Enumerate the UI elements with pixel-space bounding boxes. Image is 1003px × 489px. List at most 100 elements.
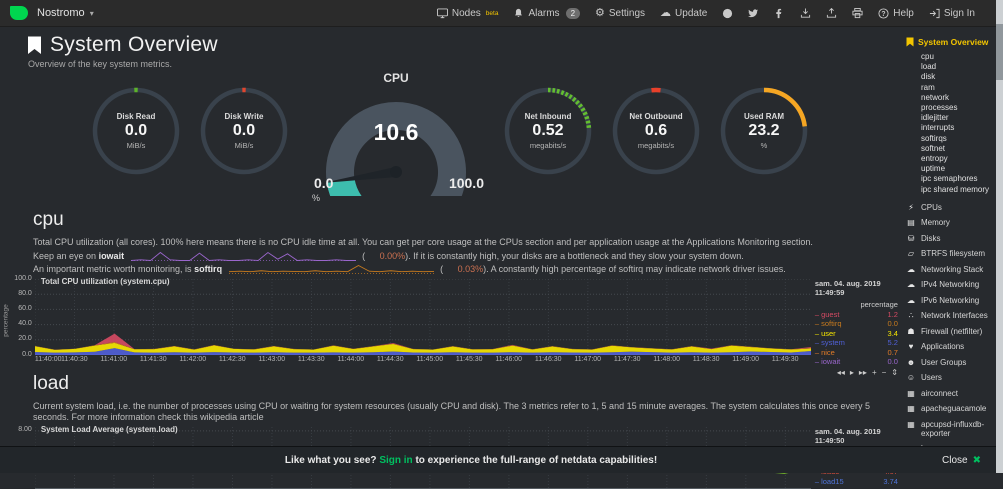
print-button[interactable] — [852, 7, 863, 19]
sidebar-item[interactable]: ☁ IPv4 Networking — [907, 280, 980, 290]
softirq-sparkline[interactable] — [228, 264, 434, 275]
twitter-button[interactable] — [748, 8, 759, 19]
play-icon[interactable]: ▸ — [849, 367, 854, 377]
sidebar-subitem[interactable]: interrupts — [921, 123, 955, 133]
softirq-value: 0.03% — [457, 264, 484, 274]
sidebar-item[interactable]: ☁ Networking Stack — [907, 264, 984, 274]
sidebar-item[interactable]: ☗ Firewall (netfilter) — [907, 326, 983, 336]
help-button[interactable]: ? Help — [878, 8, 914, 19]
y-axis-tick: 60.0 — [18, 304, 32, 312]
x-axis-tick: 11:45:30 — [455, 355, 483, 363]
sidebar-item[interactable]: ☺ Users — [906, 373, 942, 383]
y-axis-tick: 20.0 — [18, 335, 32, 343]
zoom-out-icon[interactable]: − — [881, 367, 887, 377]
sidebar-item[interactable]: ▤ Memory — [907, 218, 950, 228]
sidebar-subitem[interactable]: idlejitter — [921, 113, 949, 123]
monitor-icon — [436, 7, 448, 18]
used-ram-chart[interactable]: Used RAM 23.2 % — [718, 85, 810, 177]
alarms-button[interactable]: Alarms 2 — [513, 7, 581, 19]
heart-icon: ♥ — [908, 342, 914, 352]
nodes-button[interactable]: Nodes beta — [436, 7, 498, 19]
export-button[interactable] — [826, 7, 837, 19]
x-axis-tick: 11:46:00 — [495, 355, 523, 363]
sidebar-item[interactable]: ☻ User Groups — [906, 357, 967, 367]
chart-toolbox: ◂◂ ▸ ▸▸ + − ⇕ — [837, 368, 898, 377]
net-inbound-chart[interactable]: Net Inbound 0.52 megabits/s — [502, 85, 594, 177]
printer-icon — [852, 7, 863, 18]
disk-read-chart[interactable]: Disk Read 0.0 MiB/s — [90, 85, 182, 177]
hostname-dropdown[interactable]: Nostromo ▾ — [37, 7, 94, 19]
user-icon: ☺ — [906, 373, 916, 383]
sidebar-item-system-overview[interactable]: System Overview — [906, 37, 1001, 47]
sidebar-item[interactable]: ∴ Network Interfaces — [906, 311, 1001, 320]
x-axis-tick: 11:41:00 — [100, 355, 128, 363]
footer-message: Like what you see? Sign in to experience… — [284, 454, 658, 466]
sidebar-subitem[interactable]: ipc shared memory — [921, 184, 990, 194]
signin-button[interactable]: Sign In — [929, 8, 975, 19]
sidebar-item[interactable]: ⚡ CPUs — [906, 203, 1001, 212]
sidebar-item[interactable]: ♥ Applications — [906, 342, 1001, 351]
iowait-sparkline[interactable] — [130, 251, 356, 262]
cpu-chart[interactable]: percentage 100.0 80.0 60.0 40.0 20.0 0.0 Tota… — [0, 275, 900, 377]
sidebar-item[interactable]: ▦ apcupsd-influxdb-exporter — [907, 419, 985, 438]
bolt-icon: ⚡ — [908, 202, 914, 212]
sidebar-subitem[interactable]: load — [921, 62, 937, 72]
cpu-description: Total CPU utilization (all cores). 100% … — [33, 237, 813, 247]
legend-item[interactable]: iowait 0.0 — [815, 357, 900, 367]
gear-icon: ⚙ — [595, 6, 605, 19]
x-axis-tick: 11:43:00 — [258, 355, 286, 363]
iowait-line: Keep an eye on iowait (0.00%). If it is … — [33, 250, 744, 262]
github-icon — [723, 8, 733, 18]
disk-write-chart[interactable]: Disk Write 0.0 MiB/s — [198, 85, 290, 177]
sidebar-subitem[interactable]: softirqs — [921, 133, 947, 143]
update-button[interactable]: ☁ Update — [660, 6, 708, 19]
legend-item[interactable]: load15 3.74 — [815, 477, 900, 487]
signin-link[interactable]: Sign in — [379, 454, 413, 466]
sidebar-subitem[interactable]: ipc semaphores — [921, 174, 978, 184]
x-axis-tick: 11:43:30 — [297, 355, 325, 363]
import-button[interactable] — [800, 7, 811, 19]
x-axis-tick: 11:47:30 — [613, 355, 641, 363]
sidebar-item[interactable]: ▦ airconnect — [907, 388, 958, 398]
y-axis-tick: 0.0 — [22, 350, 32, 358]
twitter-icon — [748, 8, 759, 17]
sidebar-item[interactable]: ⛁ Disks — [907, 233, 941, 243]
sidebar-subitem[interactable]: disk — [921, 72, 936, 82]
bookmark-icon — [28, 36, 41, 54]
pan-forward-icon[interactable]: ▸▸ — [858, 367, 867, 377]
page-scrollbar[interactable] — [996, 0, 1003, 473]
sidebar-subitem[interactable]: network — [921, 92, 950, 102]
scrollbar-thumb[interactable] — [996, 24, 1003, 80]
net-outbound-chart[interactable]: Net Outbound 0.6 megabits/s — [610, 85, 702, 177]
sidebar-subitem[interactable]: ram — [921, 82, 935, 92]
sidebar-item[interactable]: ▦ apacheguacamole — [907, 404, 987, 414]
download-icon — [801, 7, 811, 18]
legend-item[interactable]: system 5.2 — [815, 338, 900, 348]
zoom-in-icon[interactable]: + — [871, 367, 877, 377]
legend-item[interactable]: user 3.4 — [815, 329, 900, 339]
facebook-button[interactable] — [774, 8, 785, 19]
cpu-chart-title: Total CPU utilization (system.cpu) — [40, 276, 170, 286]
x-axis-tick: 11:49:00 — [732, 355, 760, 363]
pan-backward-icon[interactable]: ◂◂ — [836, 367, 845, 377]
sidebar-subitem[interactable]: entropy — [921, 154, 948, 164]
cloud-icon: ☁ — [660, 6, 672, 19]
cloud-icon: ☁ — [907, 295, 915, 305]
iowait-value: 0.00% — [379, 250, 406, 261]
legend-item[interactable]: softirq 0.0 — [815, 319, 900, 329]
github-button[interactable] — [722, 8, 733, 19]
close-button[interactable]: Close ✖ — [942, 454, 981, 466]
sidebar-subitem[interactable]: softnet — [921, 143, 946, 153]
sidebar-subitem[interactable]: processes — [921, 103, 958, 113]
settings-button[interactable]: ⚙ Settings — [595, 6, 646, 19]
cpu-gauge-chart[interactable]: CPU 10.6 0.0 100.0 % — [312, 71, 484, 203]
legend-item[interactable]: guest 1.2 — [815, 310, 900, 320]
sitemap-icon: ∴ — [908, 311, 914, 321]
netdata-logo[interactable] — [10, 6, 28, 20]
sidebar-subitem[interactable]: cpu — [921, 52, 934, 61]
resize-icon[interactable]: ⇕ — [891, 367, 898, 377]
sidebar-item[interactable]: ☁ IPv6 Networking — [907, 295, 980, 305]
legend-item[interactable]: nice 0.7 — [815, 348, 900, 358]
sidebar-item[interactable]: ▱ BTRFS filesystem — [907, 249, 986, 259]
sidebar-subitem[interactable]: uptime — [921, 164, 946, 174]
